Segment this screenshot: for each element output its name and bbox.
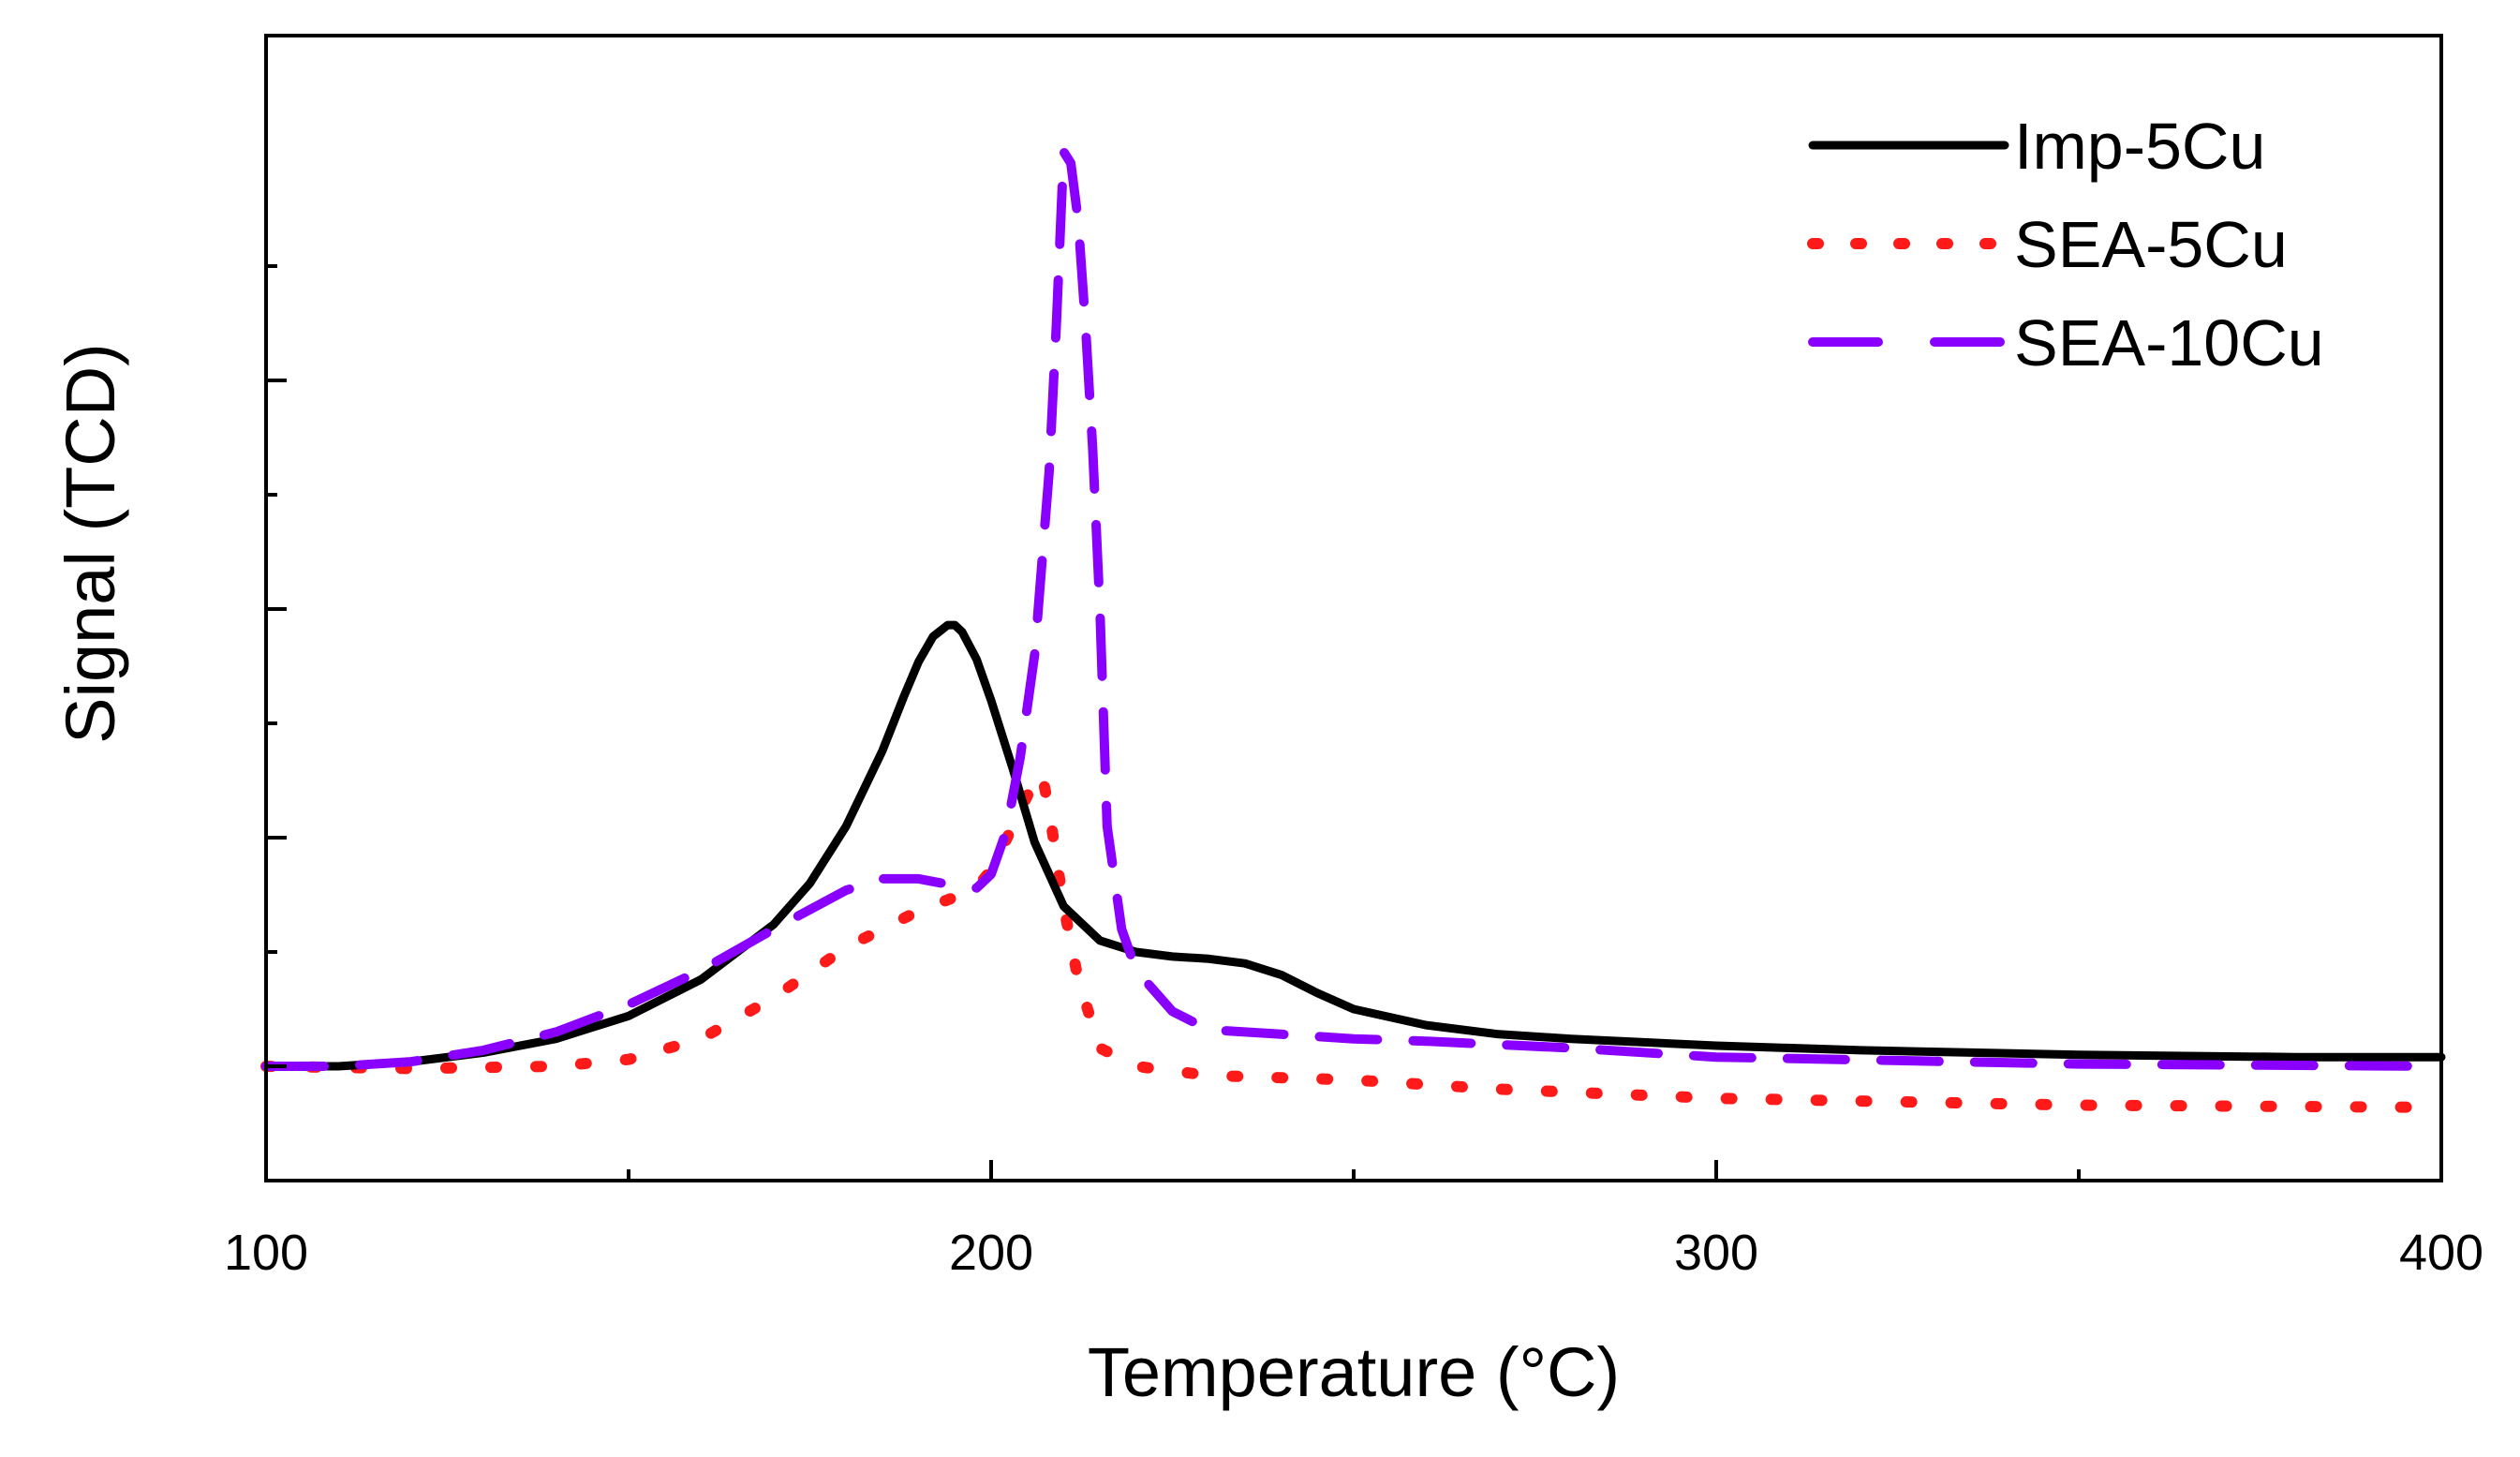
- x-tick-label: 100: [224, 1225, 308, 1281]
- series-line-sea-5cu: [260, 767, 2447, 1113]
- x-tick-label: 300: [1674, 1225, 1758, 1281]
- x-axis-title: Temperature (°C): [1088, 1333, 1620, 1411]
- series-line-imp-5cu: [261, 620, 2446, 1071]
- series-layer: [260, 147, 2447, 1113]
- tick-layer: [264, 264, 2443, 1181]
- legend: Imp-5Cu SEA-5Cu SEA-10Cu: [1807, 110, 2324, 379]
- x-tick-label: 400: [2399, 1225, 2483, 1281]
- legend-label: SEA-10Cu: [2014, 306, 2324, 379]
- x-tick-label: 200: [949, 1225, 1033, 1281]
- legend-label: Imp-5Cu: [2014, 110, 2265, 183]
- y-axis-title: Signal (TCD): [52, 343, 129, 744]
- x-tick-labels: 100 200 300 400: [224, 1225, 2483, 1281]
- series-line-sea-10cu: [261, 147, 2446, 1071]
- legend-label: SEA-5Cu: [2014, 208, 2288, 281]
